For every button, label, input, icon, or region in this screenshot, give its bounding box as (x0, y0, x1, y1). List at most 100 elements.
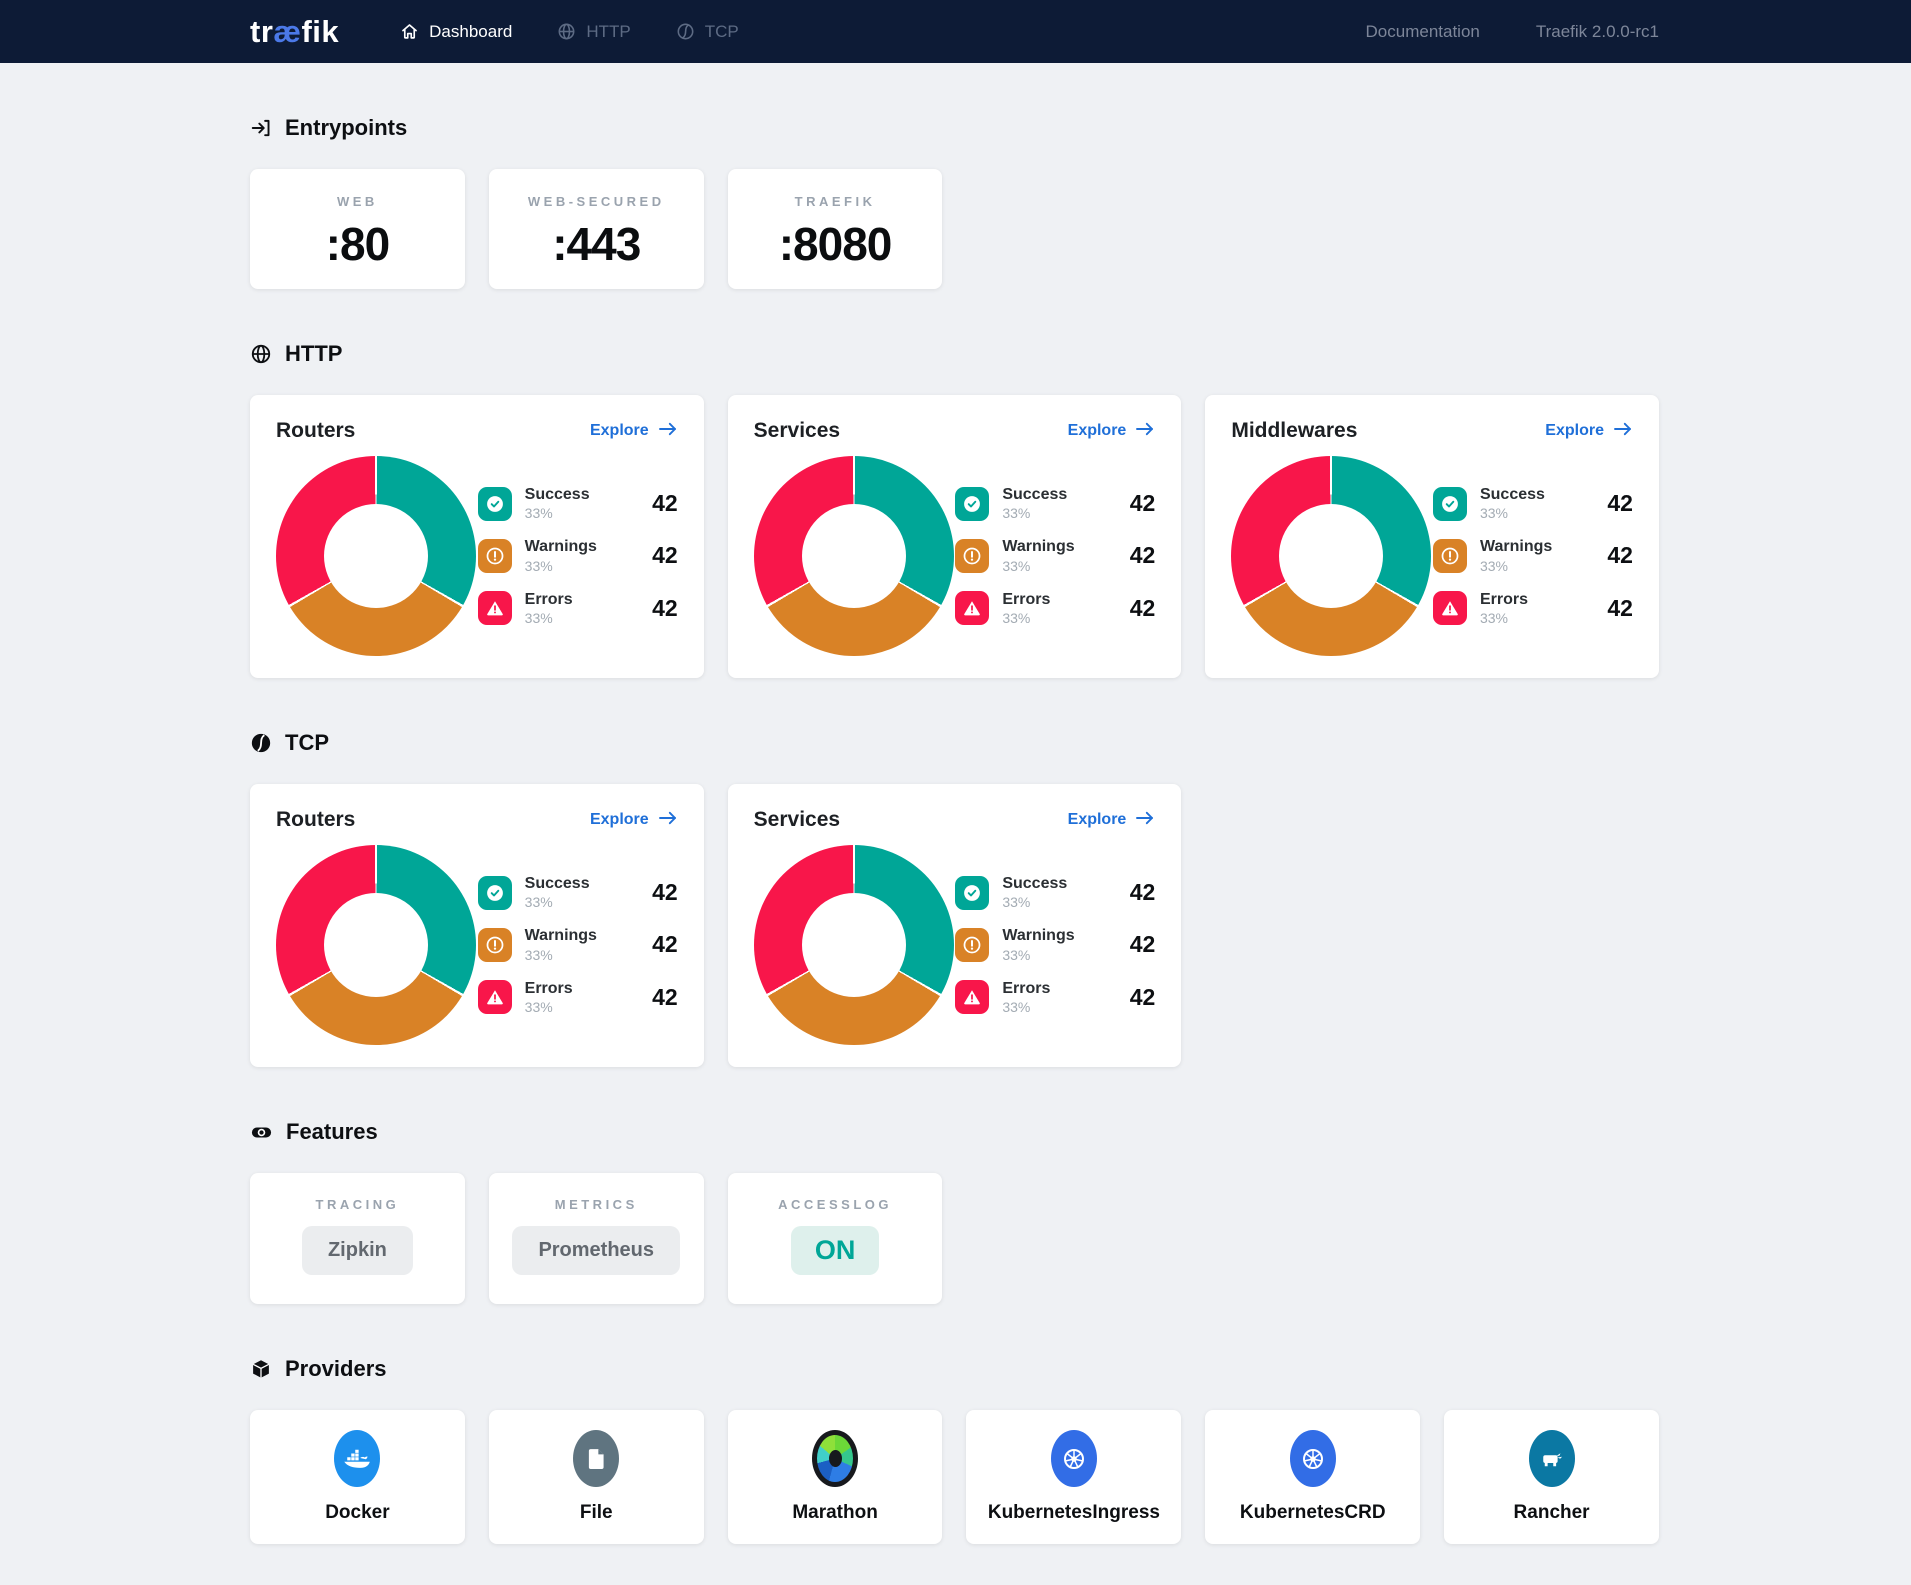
nav-item-label: TCP (704, 21, 739, 41)
explore-label: Explore (589, 811, 649, 828)
entrypoint-name: WEB (336, 194, 378, 209)
tcp-services-card: Services Explore (727, 784, 1182, 1067)
legend-row-warnings: Warnings 33% 42 (955, 538, 1155, 574)
providers-header: Providers (250, 1356, 1659, 1382)
legend-row-errors: Errors 33% 42 (477, 980, 678, 1015)
logo-text: tr (250, 13, 274, 49)
entrypoint-name: TRAEFIK (794, 194, 876, 209)
providers-section: Providers Docker (250, 1356, 1659, 1544)
legend-value: 42 (652, 490, 678, 516)
legend-percent: 33% (1479, 505, 1509, 522)
http-grid: Routers Explore (250, 395, 1659, 678)
traefik-logo[interactable]: træfik (250, 14, 339, 50)
donut-legend: Success 33% 42 Warnings 33% 42 (955, 875, 1155, 1015)
nav-item-tcp[interactable]: TCP (675, 21, 739, 42)
explore-label: Explore (1067, 422, 1127, 439)
legend-value: 42 (1129, 983, 1156, 1010)
home-icon (399, 21, 420, 42)
section-title: Providers (285, 1356, 387, 1381)
legend-label: Errors (1002, 590, 1051, 608)
legend-label: Errors (1479, 590, 1529, 608)
donut-legend: Success 33% 42 Warnings 33% 42 (955, 486, 1155, 626)
legend-row-success: Success 33% 42 (955, 486, 1155, 521)
features-header: Features (250, 1119, 1659, 1145)
logo-ae: æ (273, 13, 302, 49)
nav-item-http[interactable]: HTTP (556, 21, 631, 42)
provider-card-docker: Docker (250, 1410, 465, 1544)
navbar: træfik Dashboard HTTP (0, 0, 1911, 63)
status-donut-chart (276, 456, 476, 656)
provider-card-kubernetes-crd: KubernetesCRD (1205, 1410, 1421, 1544)
provider-name: Marathon (792, 1502, 878, 1523)
legend-value: 42 (652, 879, 678, 905)
legend-percent: 33% (1479, 557, 1509, 574)
features-section: Features TRACING Zipkin METRICS Promethe… (250, 1119, 1659, 1304)
tcp-header: TCP (250, 730, 1659, 756)
legend-percent: 33% (1002, 610, 1031, 627)
nav-item-dashboard[interactable]: Dashboard (399, 21, 512, 42)
entrypoint-port: :8080 (778, 218, 893, 270)
legend-percent: 33% (1002, 505, 1031, 522)
legend-label: Success (1002, 485, 1068, 503)
explore-link[interactable]: Explore (590, 420, 678, 443)
legend-label: Success (1002, 874, 1068, 892)
file-icon (573, 1430, 620, 1487)
legend-row-warnings: Warnings 33% 42 (1432, 538, 1633, 574)
entrypoints-header: Entrypoints (250, 115, 1659, 141)
donut-legend: Success 33% 42 Warnings 33% 42 (1432, 486, 1633, 627)
error-triangle-icon (477, 980, 512, 1015)
package-cube-icon (250, 1358, 272, 1380)
feature-card-metrics: METRICS Prometheus (488, 1173, 704, 1304)
explore-link[interactable]: Explore (1068, 420, 1156, 443)
success-check-icon (477, 875, 512, 910)
legend-label: Warnings (1002, 927, 1075, 945)
legend-value: 42 (652, 542, 678, 569)
legend-label: Warnings (1479, 538, 1553, 556)
documentation-link[interactable]: Documentation (1365, 21, 1480, 41)
legend-percent: 33% (524, 946, 553, 963)
http-routers-card: Routers Explore (250, 395, 704, 678)
http-services-card: Services Explore (727, 395, 1182, 678)
legend-value: 42 (1607, 594, 1633, 621)
entrypoint-name: WEB-SECURED (527, 194, 665, 209)
card-title: Routers (276, 419, 356, 442)
legend-value: 42 (1607, 490, 1633, 516)
explore-label: Explore (1067, 811, 1127, 828)
kubernetes-helm-icon (1050, 1430, 1097, 1487)
section-title: Entrypoints (285, 115, 408, 140)
explore-link[interactable]: Explore (1068, 809, 1156, 832)
legend-row-success: Success 33% 42 (477, 875, 678, 910)
feature-name: ACCESSLOG (778, 1197, 892, 1212)
legend-value: 42 (652, 983, 678, 1010)
error-triangle-icon (477, 591, 512, 626)
tcp-icon (675, 21, 696, 42)
arrow-right-icon (1135, 420, 1155, 443)
legend-percent: 33% (1002, 946, 1031, 963)
legend-row-warnings: Warnings 33% 42 (477, 927, 678, 963)
provider-name: KubernetesCRD (1239, 1502, 1386, 1523)
logo-text: fik (301, 13, 340, 49)
nav-item-label: HTTP (586, 21, 631, 41)
legend-percent: 33% (524, 610, 553, 627)
entrypoints-section: Entrypoints WEB :80 WEB-SECURED :443 TRA… (250, 115, 1659, 289)
legend-label: Errors (524, 590, 573, 608)
explore-link[interactable]: Explore (590, 809, 678, 832)
warning-circle-icon (955, 538, 990, 573)
explore-link[interactable]: Explore (1545, 420, 1633, 443)
http-middlewares-card: Middlewares Explore (1205, 395, 1659, 678)
status-donut-chart (753, 456, 954, 656)
tcp-grid: Routers Explore (250, 784, 1659, 1067)
login-arrow-icon (250, 117, 272, 139)
arrow-right-icon (658, 420, 678, 443)
legend-row-success: Success 33% 42 (477, 486, 678, 521)
rancher-cow-icon (1528, 1430, 1575, 1487)
success-check-icon (955, 486, 990, 521)
entrypoint-card-traefik: TRAEFIK :8080 (727, 169, 943, 289)
entrypoint-port: :80 (325, 218, 390, 270)
legend-label: Warnings (1002, 538, 1075, 556)
navbar-right: Documentation Traefik 2.0.0-rc1 (1366, 22, 1659, 42)
legend-percent: 33% (1479, 610, 1509, 627)
error-triangle-icon (1432, 591, 1467, 626)
donut-legend: Success 33% 42 Warnings 33% 42 (477, 486, 678, 627)
status-donut-chart (276, 845, 476, 1045)
